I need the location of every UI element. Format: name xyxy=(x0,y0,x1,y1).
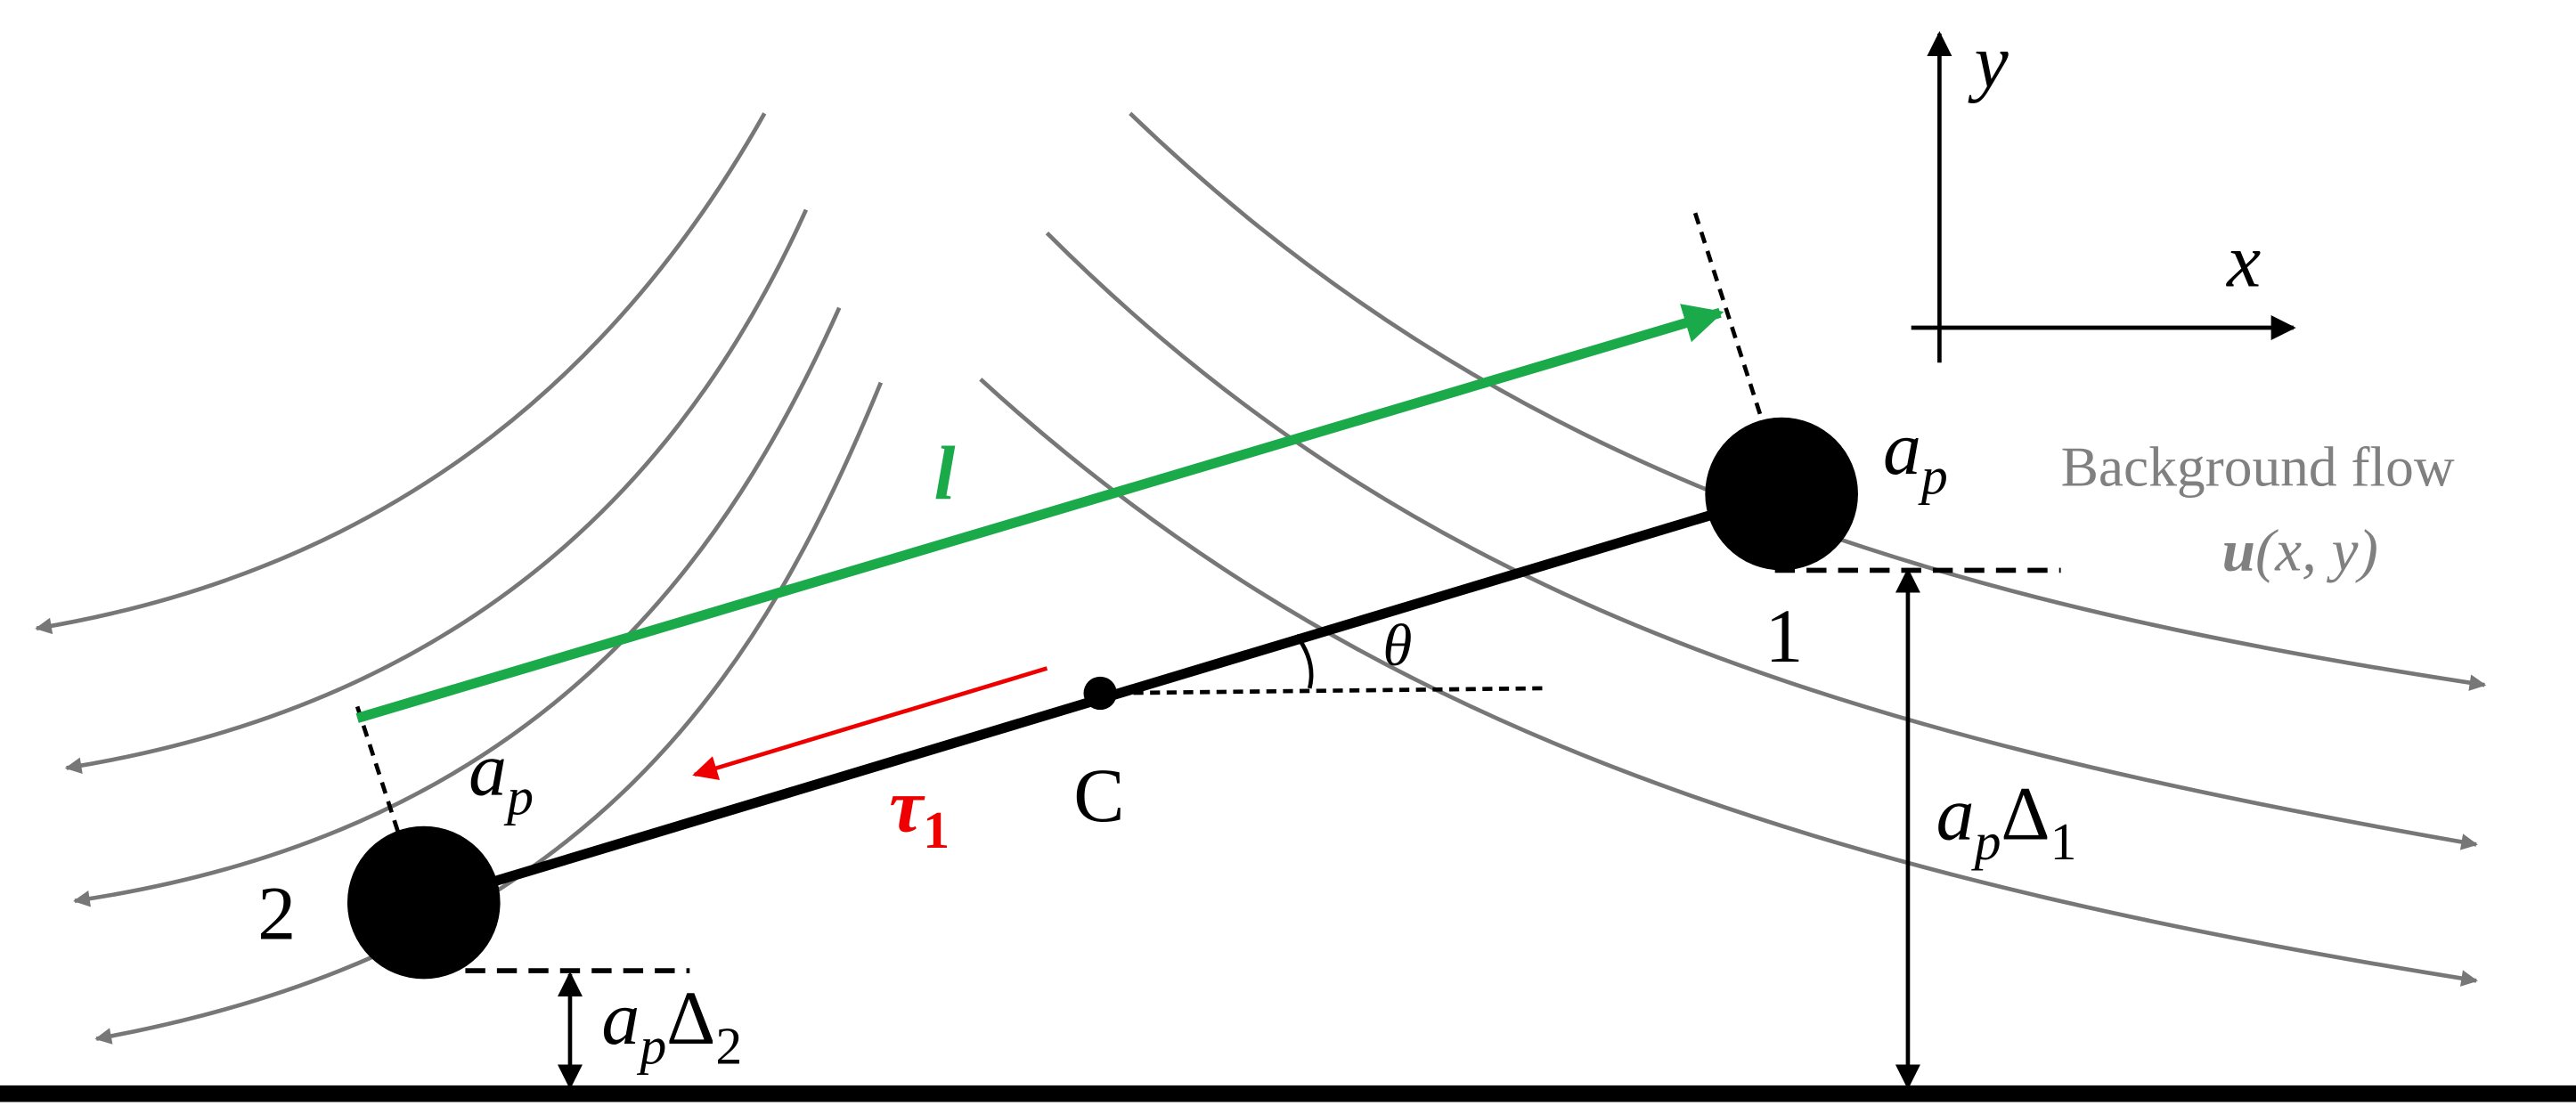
label-part: a xyxy=(601,976,640,1061)
label-part: 1 xyxy=(923,801,950,859)
label-part: (x, y) xyxy=(2255,516,2378,583)
label-part: p xyxy=(1918,447,1948,506)
label: l xyxy=(934,431,956,516)
label-part: u xyxy=(2222,516,2255,583)
axes xyxy=(1911,30,2296,363)
label: τ1 xyxy=(889,763,950,859)
bead xyxy=(346,825,501,980)
angle-arc xyxy=(1294,633,1314,689)
streamline xyxy=(73,306,842,907)
label: 2 xyxy=(257,872,296,956)
label: 1 xyxy=(1765,594,1803,679)
streamline xyxy=(94,381,884,1045)
perp-guide xyxy=(355,705,402,835)
label: x xyxy=(2225,218,2261,303)
streamline xyxy=(64,208,809,774)
label-part: p xyxy=(636,1017,666,1076)
label: apΔ2 xyxy=(601,976,742,1075)
label-part: a xyxy=(1883,406,1921,491)
label-part: a xyxy=(469,727,507,811)
horizontal-guide xyxy=(1100,686,1546,695)
streamline xyxy=(1129,111,2487,691)
label: ap xyxy=(1883,406,1948,505)
label-part: 2 xyxy=(715,1017,742,1076)
streamline xyxy=(979,378,2478,987)
flow-symbol: u(x, y) xyxy=(2222,516,2378,583)
bead xyxy=(1705,417,1858,571)
label-part: Δ xyxy=(2001,772,2050,857)
label: ap xyxy=(469,727,534,825)
streamline xyxy=(35,112,767,635)
center-point xyxy=(1083,676,1117,711)
perp-guide xyxy=(1692,212,1764,420)
label-part: p xyxy=(1971,812,2001,871)
label: apΔ1 xyxy=(1936,772,2077,871)
label-part: p xyxy=(503,768,534,826)
tension-arrow xyxy=(692,666,1048,781)
label: θ xyxy=(1382,612,1412,679)
label: C xyxy=(1073,753,1124,838)
flow-title: Background flow xyxy=(2061,435,2455,498)
label-part: 1 xyxy=(2050,812,2077,871)
label: y xyxy=(1968,19,2009,103)
length-vector xyxy=(355,304,1724,723)
streamline xyxy=(1045,232,2478,850)
label-part: τ xyxy=(889,763,925,848)
label-part: a xyxy=(1936,772,1975,857)
label-part: Δ xyxy=(666,976,715,1061)
